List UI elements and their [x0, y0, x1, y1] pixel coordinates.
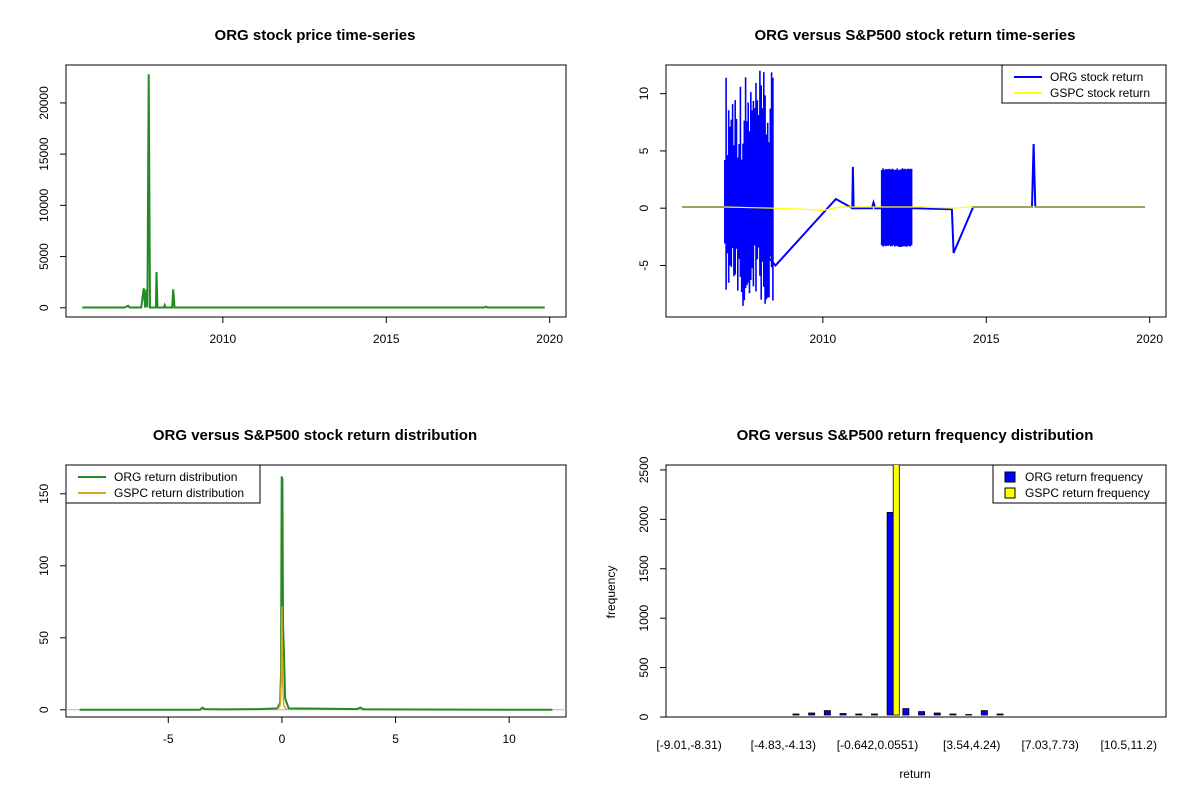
series-line	[82, 74, 545, 309]
x-category-label: [-9.01,-8.31)	[656, 738, 721, 752]
x-tick-label: 0	[279, 732, 286, 746]
y-tick-label: 0	[37, 706, 51, 713]
x-tick-label: -5	[163, 732, 174, 746]
org-bar	[871, 713, 878, 716]
y-tick-label: 20000	[37, 86, 51, 120]
legend-label: GSPC stock return	[1050, 86, 1150, 100]
legend-swatch	[1004, 471, 1016, 483]
x-tick-label: 5	[392, 732, 399, 746]
org-bar	[886, 512, 894, 716]
gspc-return-line	[682, 206, 1145, 212]
y-axis-label: frequency	[604, 566, 618, 619]
org-bar	[902, 708, 910, 716]
plot-frame	[665, 64, 1167, 318]
org-bar	[823, 710, 831, 716]
x-category-label: [7.03,7.73)	[1022, 738, 1079, 752]
y-tick-label: 50	[37, 631, 51, 645]
org-bar	[808, 712, 816, 716]
x-axis-label: return	[899, 767, 930, 781]
chart-title: ORG versus S&P500 stock return time-seri…	[755, 27, 1076, 44]
chart-title: ORG stock price time-series	[215, 27, 416, 44]
org-bar	[965, 714, 973, 716]
bars	[792, 465, 1004, 716]
org-bar	[855, 713, 863, 716]
y-tick-label: 10000	[37, 188, 51, 222]
y-tick-label: -5	[637, 260, 651, 271]
y-tick-label: 0	[637, 205, 651, 212]
chart-title: ORG versus S&P500 return frequency distr…	[737, 427, 1094, 444]
org-density-line	[79, 476, 553, 711]
legend-label: GSPC return frequency	[1025, 486, 1150, 500]
y-tick-label: 1500	[637, 555, 651, 582]
plot-frame	[65, 64, 567, 318]
y-tick-label: 10	[637, 87, 651, 101]
y-tick-label: 2500	[637, 456, 651, 483]
x-tick-label: 2015	[373, 332, 400, 346]
legend-label: GSPC return distribution	[114, 486, 244, 500]
x-category-label: [10.5,11.2)	[1100, 738, 1156, 752]
y-tick-label: 0	[637, 713, 651, 720]
legend-box	[1001, 64, 1167, 104]
plot-frame	[665, 464, 1167, 718]
panel-return-distribution: ORG versus S&P500 stock return distribut…	[37, 427, 567, 746]
legend-box	[65, 464, 261, 504]
org-bar	[980, 710, 988, 716]
x-category-label: [-4.83,-4.13)	[751, 738, 816, 752]
gspc-bar	[892, 465, 900, 716]
x-tick-label: 10	[503, 732, 517, 746]
y-tick-label: 1000	[637, 605, 651, 632]
y-tick-label: 150	[37, 483, 51, 503]
org-bar	[933, 712, 941, 716]
panel-price-timeseries: ORG stock price time-series 2010 2015 2020…	[37, 27, 567, 346]
org-bar	[918, 711, 925, 716]
gspc-density-line	[276, 606, 288, 711]
x-category-label: [3.54,4.24)	[943, 738, 1000, 752]
org-bar	[949, 713, 957, 716]
y-tick-label: 0	[37, 304, 51, 311]
y-tick-label: 15000	[37, 137, 51, 171]
x-tick-label: 2020	[1136, 332, 1163, 346]
org-bar	[839, 713, 847, 716]
y-tick-label: 500	[637, 657, 651, 677]
plot-frame	[65, 464, 567, 718]
legend-label: ORG stock return	[1050, 70, 1143, 84]
legend-swatch	[1004, 487, 1016, 499]
y-tick-label: 100	[37, 555, 51, 575]
y-tick-label: 2000	[637, 506, 651, 533]
y-tick-label: 5	[637, 147, 651, 154]
panel-frequency-distribution: ORG versus S&P500 return frequency distr…	[604, 427, 1167, 781]
return-band	[724, 70, 774, 306]
org-bar	[996, 713, 1004, 716]
legend-box	[992, 464, 1167, 504]
legend-label: ORG return frequency	[1025, 470, 1143, 484]
y-tick-label: 5000	[37, 243, 51, 270]
legend-label: ORG return distribution	[114, 470, 237, 484]
x-tick-label: 2020	[536, 332, 563, 346]
x-tick-label: 2015	[973, 332, 1000, 346]
org-bar	[792, 713, 800, 716]
x-tick-label: 2010	[810, 332, 837, 346]
chart-title: ORG versus S&P500 stock return distribut…	[153, 427, 477, 444]
x-category-label: [-0.642,0.0551)	[837, 738, 918, 752]
x-tick-label: 2010	[210, 332, 237, 346]
panel-return-timeseries: ORG versus S&P500 stock return time-seri…	[637, 27, 1167, 346]
